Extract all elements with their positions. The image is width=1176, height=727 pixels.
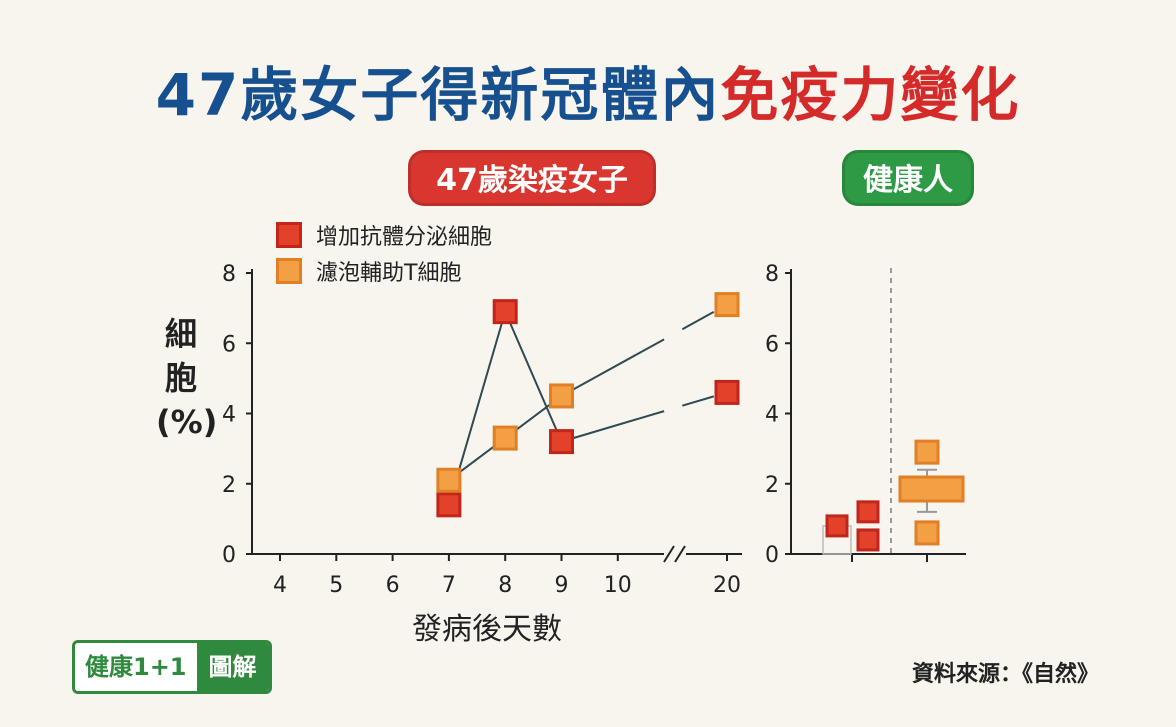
main-x-tick-label-5: 5 xyxy=(329,573,343,598)
healthy-orange-point-1 xyxy=(898,475,965,503)
data-point-series-0-day-7 xyxy=(436,492,462,518)
legend-item-asc: 增加抗體分泌細胞 xyxy=(276,218,492,252)
side-y-tick-label-2: 2 xyxy=(765,473,779,498)
side-y-tick-label-8: 8 xyxy=(765,262,779,287)
data-point-series-0-day-20 xyxy=(714,379,740,405)
main-y-tick-label-2: 2 xyxy=(222,473,236,498)
legend-swatch-orange xyxy=(276,258,302,284)
main-y-tick-label-8: 8 xyxy=(222,262,236,287)
main-y-tick-label-6: 6 xyxy=(222,332,236,357)
legend-item-tfh: 濾泡輔助T細胞 xyxy=(276,254,461,288)
logo-left-text: 健康1+1 xyxy=(75,643,197,691)
series-line-segment-0 xyxy=(564,410,665,442)
axis-break-mark-2 xyxy=(674,545,686,563)
data-point-series-0-day-8 xyxy=(492,299,518,325)
y-axis-label-char-3: (%) xyxy=(156,403,218,441)
main-x-tick-label-20: 20 xyxy=(713,573,741,598)
healthy-red-point-0 xyxy=(825,514,849,538)
legend-swatch-red xyxy=(276,222,302,248)
main-x-tick-label-10: 10 xyxy=(604,573,632,598)
data-point-series-1-day-8 xyxy=(492,425,518,451)
series-line-segment-after-break-0 xyxy=(682,395,715,407)
side-y-tick-label-6: 6 xyxy=(765,332,779,357)
logo-right-text: 圖解 xyxy=(196,643,269,691)
infected-group-label: 47歲染疫女子 xyxy=(408,150,656,206)
title-part-1: 47歲女子得新冠體內 xyxy=(155,61,721,129)
series-line-segment-1 xyxy=(564,338,665,395)
side-y-tick-label-0: 0 xyxy=(765,543,779,568)
side-y-tick-label-4: 4 xyxy=(765,403,779,428)
healthy-group-label: 健康人 xyxy=(842,150,974,206)
main-y-tick-label-4: 4 xyxy=(222,403,236,428)
main-y-tick-label-0: 0 xyxy=(222,543,236,568)
title-part-2: 免疫力變化 xyxy=(720,61,1021,129)
main-x-tick-label-4: 4 xyxy=(273,573,287,598)
main-x-tick-label-8: 8 xyxy=(498,573,512,598)
healthy-red-point-1 xyxy=(856,500,880,524)
main-x-tick-label-9: 9 xyxy=(555,573,569,598)
source-note: 資料來源：《自然》 xyxy=(912,662,1100,687)
page-title: 47歲女子得新冠體內免疫力變化 xyxy=(0,48,1176,132)
data-point-series-1-day-9 xyxy=(549,383,574,409)
data-point-series-0-day-9 xyxy=(549,429,574,455)
series-line-segment-after-break-1 xyxy=(681,311,715,331)
y-axis-label-char-2: 胞 xyxy=(164,359,197,397)
legend-label-asc: 增加抗體分泌細胞 xyxy=(316,225,493,250)
y-axis-label: 細 胞 (%) xyxy=(156,312,218,444)
healthy-orange-point-2 xyxy=(914,520,940,546)
axis-break-mark-1 xyxy=(663,545,675,563)
y-axis-label-char-1: 細 xyxy=(164,315,197,353)
healthy-red-point-2 xyxy=(856,528,880,552)
x-axis-label: 發病後天數 xyxy=(412,612,562,647)
brand-logo: 健康1+1 圖解 xyxy=(72,640,272,694)
main-x-tick-label-6: 6 xyxy=(386,573,400,598)
legend-label-tfh: 濾泡輔助T細胞 xyxy=(316,261,462,286)
main-x-tick-label-7: 7 xyxy=(442,573,456,598)
data-point-series-1-day-20 xyxy=(714,292,740,318)
healthy-orange-point-0 xyxy=(914,439,940,465)
data-point-series-1-day-7 xyxy=(436,467,462,493)
